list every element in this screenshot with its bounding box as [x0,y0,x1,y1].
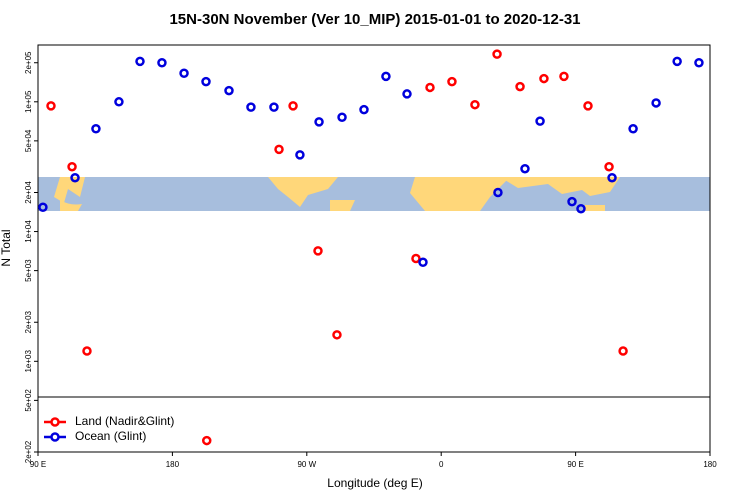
point [535,116,545,126]
x-tick-label: 0 [439,460,444,469]
plot-frame [37,44,711,453]
point [493,187,503,198]
point [425,82,435,93]
point [246,102,256,112]
point [470,99,480,110]
y-tick-label: 2e+03 [24,310,33,333]
legend-swatch [50,417,60,427]
point [539,73,549,84]
point [332,330,342,340]
point [402,89,412,99]
y-axis-label: N Total [0,229,13,266]
y-tick-label: 1e+05 [24,90,33,113]
point [628,123,638,134]
point [46,101,56,111]
y-tick-label: 5e+04 [24,129,33,152]
point [157,57,167,68]
y-tick-label: 2e+05 [24,51,33,74]
point [313,246,323,256]
point [201,435,212,446]
point [201,76,211,87]
point [179,68,189,78]
point [82,346,92,356]
y-tick-label: 1e+03 [24,350,33,373]
point [70,172,80,183]
point [694,57,704,68]
point [672,56,682,67]
point [359,104,369,115]
legend-label: Ocean (Glint) [75,429,146,443]
point [411,253,421,264]
point [520,163,530,174]
point [583,101,593,111]
y-tick-label: 2e+02 [24,440,33,463]
point [567,196,577,207]
point [607,172,617,183]
point [492,49,502,59]
point [337,112,347,123]
point [38,202,48,212]
point [559,71,569,82]
point [288,101,298,111]
legend-label: Land (Nadir&Glint) [75,414,174,428]
point [447,76,457,87]
x-tick-label: 180 [166,460,180,469]
point [224,85,234,96]
point [418,257,428,267]
point [381,71,391,82]
y-tick-label: 5e+02 [24,389,33,412]
x-axis-label: Longitude (deg E) [327,476,422,490]
y-tick-label: 1e+04 [24,220,33,243]
legend-swatch [50,432,60,442]
point [91,123,101,134]
y-tick-label: 2e+04 [24,181,33,204]
y-tick-label: 5e+03 [24,259,33,282]
point [515,81,525,92]
point [576,203,586,214]
x-tick-label: 90 E [30,460,46,469]
point [114,97,124,107]
point [135,56,145,67]
x-tick-label: 90 W [297,460,316,469]
point [314,117,324,127]
point [295,150,305,160]
chart-title: 15N-30N November (Ver 10_MIP) 2015-01-01… [169,11,580,28]
point [651,98,661,108]
point [604,161,614,172]
x-tick-label: 90 E [567,460,583,469]
point [67,161,77,172]
point [274,144,284,155]
map-background [38,177,710,211]
point [618,346,628,356]
x-tick-label: 180 [703,460,717,469]
point [269,102,279,112]
